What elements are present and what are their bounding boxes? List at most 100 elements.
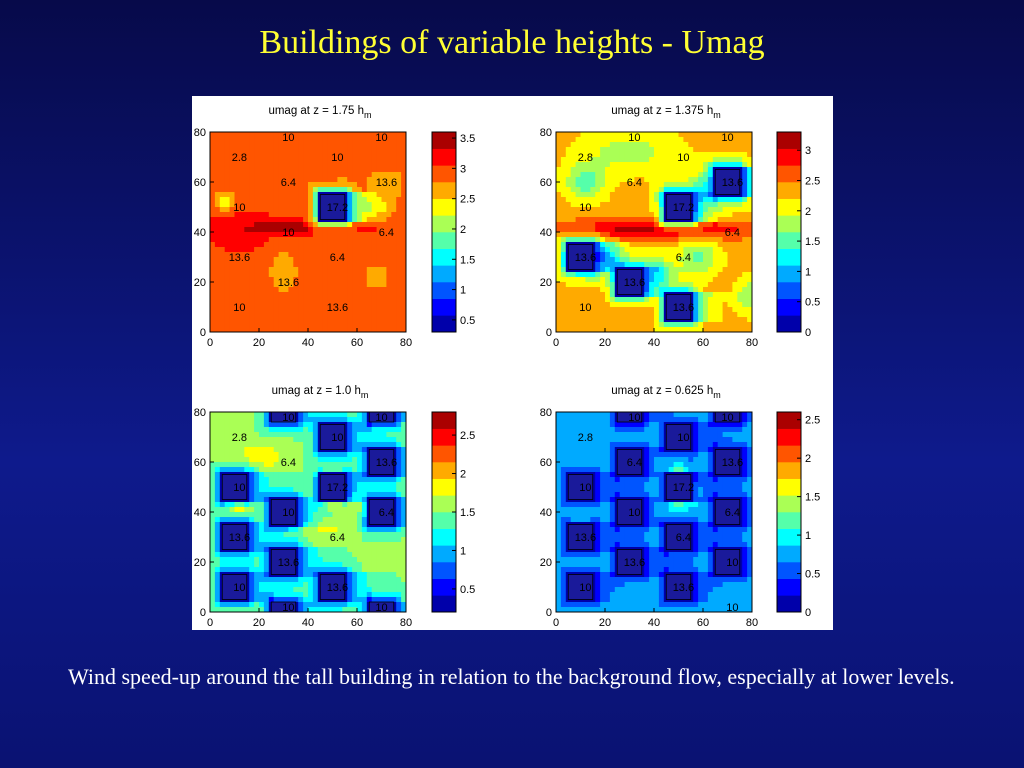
colorbar-4: 0 0.5 1 1.5 2 2.5 bbox=[776, 411, 820, 619]
x-tick-label: 80 bbox=[746, 617, 758, 629]
colorbar-tick-label: 2 bbox=[460, 469, 466, 481]
contour-label: 6.4 bbox=[627, 457, 642, 469]
contour-label: 13.6 bbox=[327, 302, 348, 314]
colorbar-tick-label: 1 bbox=[460, 285, 466, 297]
building-2-1 bbox=[665, 194, 692, 220]
panel-title-4: umag at z = 0.625 hm bbox=[611, 385, 720, 400]
colorbar-tick-label: 1 bbox=[805, 530, 811, 542]
contour-label: 10 bbox=[579, 202, 591, 214]
contour-label: 13.6 bbox=[575, 252, 596, 264]
contour-label: 13.6 bbox=[327, 582, 348, 594]
building-2-4 bbox=[616, 269, 643, 295]
contour-label: 10 bbox=[628, 507, 640, 519]
colorbar-tick-label: 0.5 bbox=[805, 297, 820, 309]
contour-label: 6.4 bbox=[330, 252, 345, 264]
colorbar-tick-label: 1 bbox=[460, 545, 466, 557]
colorbar-tick-label: 2.5 bbox=[805, 415, 820, 427]
contour-label: 6.4 bbox=[627, 177, 642, 189]
y-tick-label: 80 bbox=[540, 127, 552, 139]
contour-label: 6.4 bbox=[379, 507, 394, 519]
building-3-8 bbox=[221, 574, 248, 600]
contour-label: 10 bbox=[579, 302, 591, 314]
panel-2: 10 102.8 106.4 13.610 17.26.413.6 6.413.610 13… bbox=[540, 105, 821, 349]
contour-label: 13.6 bbox=[722, 177, 743, 189]
x-tick-label: 40 bbox=[648, 617, 660, 629]
colorbar-tick-label: 3 bbox=[805, 145, 811, 157]
colorbar-tick-label: 0.5 bbox=[805, 569, 820, 581]
y-tick-label: 60 bbox=[540, 457, 552, 469]
contour-field-3 bbox=[210, 412, 407, 613]
building-4-10 bbox=[567, 574, 594, 600]
contour-label: 10 bbox=[282, 602, 294, 614]
building-3-5 bbox=[221, 524, 248, 550]
y-tick-label: 20 bbox=[194, 277, 206, 289]
colorbar-tick-label: 0 bbox=[805, 607, 811, 619]
colorbar-tick-label: 0 bbox=[805, 327, 811, 339]
contour-label: 10 bbox=[579, 482, 591, 494]
colorbar-tick-label: 2 bbox=[805, 206, 811, 218]
contour-label: 13.6 bbox=[229, 532, 250, 544]
y-tick-label: 0 bbox=[546, 607, 552, 619]
y-tick-label: 80 bbox=[194, 407, 206, 419]
contour-label: 17.2 bbox=[673, 202, 694, 214]
colorbar-tick-label: 1 bbox=[805, 266, 811, 278]
contour-label: 13.6 bbox=[278, 557, 299, 569]
panel-title-1: umag at z = 1.75 hm bbox=[268, 105, 371, 120]
x-tick-label: 40 bbox=[302, 337, 314, 349]
contour-label: 10 bbox=[282, 132, 294, 144]
contour-label: 10 bbox=[628, 132, 640, 144]
contour-label: 6.4 bbox=[281, 177, 296, 189]
y-tick-label: 20 bbox=[540, 557, 552, 569]
building-4-5 bbox=[567, 524, 594, 550]
colorbar-2: 0 0.5 1 1.5 2 2.5 3 bbox=[776, 131, 820, 339]
contour-label: 10 bbox=[726, 602, 738, 614]
y-tick-label: 0 bbox=[200, 327, 206, 339]
colorbar-tick-label: 1.5 bbox=[805, 492, 820, 504]
colorbar-tick-label: 1.5 bbox=[460, 507, 475, 519]
colorbar-3: 0.5 1 1.5 2 2.5 bbox=[431, 411, 475, 613]
contour-label: 13.6 bbox=[376, 177, 397, 189]
contour-label: 2.8 bbox=[578, 152, 593, 164]
y-tick-label: 40 bbox=[194, 227, 206, 239]
contour-label: 10 bbox=[721, 132, 733, 144]
contour-label: 6.4 bbox=[281, 457, 296, 469]
building-4-8 bbox=[714, 549, 741, 575]
contour-label: 13.6 bbox=[722, 457, 743, 469]
contour-label: 10 bbox=[282, 507, 294, 519]
contour-label: 13.6 bbox=[673, 582, 694, 594]
x-tick-label: 0 bbox=[207, 617, 213, 629]
colorbar-tick-label: 3.5 bbox=[460, 133, 475, 145]
panel-title-3: umag at z = 1.0 hm bbox=[272, 385, 369, 400]
colorbar-tick-label: 0.5 bbox=[460, 584, 475, 596]
building-4-4 bbox=[714, 499, 741, 525]
contour-label: 10 bbox=[579, 582, 591, 594]
colorbar-1: 0.5 1 1.5 2 2.5 3 3.5 bbox=[431, 131, 475, 333]
x-tick-label: 0 bbox=[553, 617, 559, 629]
building-2-2 bbox=[714, 169, 741, 195]
contour-label: 13.6 bbox=[575, 532, 596, 544]
contour-label: 10 bbox=[233, 482, 245, 494]
y-tick-label: 60 bbox=[194, 457, 206, 469]
contour-label: 6.4 bbox=[379, 227, 394, 239]
contour-label: 10 bbox=[375, 412, 387, 424]
contour-label: 10 bbox=[331, 152, 343, 164]
building-2-5 bbox=[665, 294, 692, 320]
x-tick-label: 80 bbox=[400, 337, 412, 349]
building-3-2 bbox=[270, 499, 297, 525]
x-tick-label: 0 bbox=[207, 337, 213, 349]
building-4-2 bbox=[616, 499, 643, 525]
contour-label: 13.6 bbox=[673, 302, 694, 314]
y-tick-label: 20 bbox=[194, 557, 206, 569]
building-4-11 bbox=[616, 449, 643, 475]
building-4-13 bbox=[714, 449, 741, 475]
slide-title: Buildings of variable heights - Umag bbox=[259, 24, 765, 61]
colorbar-tick-label: 2 bbox=[460, 224, 466, 236]
colorbar-tick-label: 2.5 bbox=[460, 430, 475, 442]
x-tick-label: 20 bbox=[599, 617, 611, 629]
x-tick-label: 40 bbox=[302, 617, 314, 629]
contour-label: 13.6 bbox=[624, 277, 645, 289]
contour-label: 6.4 bbox=[725, 507, 740, 519]
contour-label: 17.2 bbox=[327, 202, 348, 214]
colorbar-tick-label: 3 bbox=[460, 163, 466, 175]
contour-field-1 bbox=[210, 132, 407, 333]
